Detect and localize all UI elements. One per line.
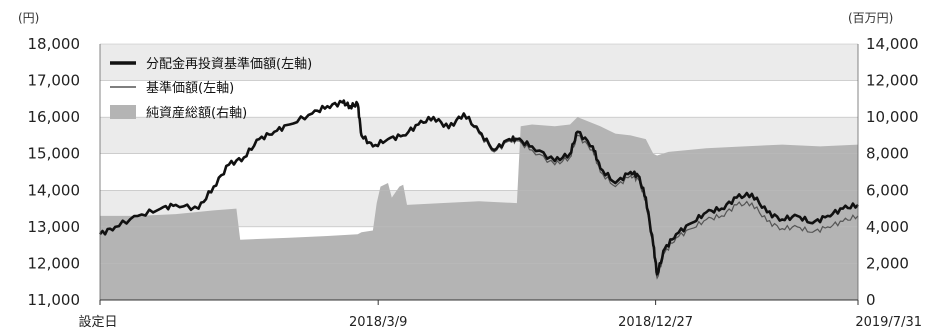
net-assets-area-path: [100, 117, 858, 300]
legend: 分配金再投資基準価額(左軸) 基準価額(左軸) 純資産総額(右軸): [110, 56, 312, 121]
left-tick-label: 12,000: [28, 254, 81, 272]
left-tick-label: 11,000: [28, 291, 81, 309]
band: [100, 44, 858, 81]
x-axis-tick-labels: 設定日 2018/3/9 2018/12/27 2019/7/31: [78, 314, 922, 330]
legend-label-reinvested: 分配金再投資基準価額(左軸): [146, 56, 312, 72]
right-tick-label: 12,000: [866, 72, 919, 90]
right-tick-label: 2,000: [866, 254, 909, 272]
left-tick-label: 14,000: [28, 181, 81, 199]
legend-label-net-assets: 純資産総額(右軸): [146, 105, 247, 121]
left-tick-label: 18,000: [28, 35, 81, 53]
x-tick-label: 2018/3/9: [349, 315, 407, 330]
left-axis-unit: (円): [18, 11, 39, 25]
plot-frame: [99, 44, 859, 305]
right-tick-label: 4,000: [866, 218, 909, 236]
legend-swatch-net-assets: [110, 105, 136, 119]
right-tick-label: 14,000: [866, 35, 919, 53]
left-axis-tick-labels: 11,000 12,000 13,000 14,000 15,000 16,000 17,0…: [28, 35, 81, 309]
left-tick-label: 15,000: [28, 145, 81, 163]
right-tick-label: 8,000: [866, 145, 909, 163]
right-tick-label: 6,000: [866, 181, 909, 199]
reinvested-nav-line: [98, 99, 859, 276]
right-axis-unit: (百万円): [848, 11, 893, 25]
left-tick-label: 16,000: [28, 108, 81, 126]
legend-label-nav: 基準価額(左軸): [146, 80, 234, 96]
x-tick-label: 2018/12/27: [618, 315, 693, 330]
series-lines: [98, 99, 859, 280]
left-tick-label: 17,000: [28, 72, 81, 90]
left-tick-label: 13,000: [28, 218, 81, 236]
net-assets-area: [100, 117, 858, 300]
right-tick-label: 0: [866, 291, 876, 309]
x-tick-label: 2019/7/31: [855, 315, 922, 330]
right-tick-label: 10,000: [866, 108, 919, 126]
x-tick-label: 設定日: [78, 314, 117, 330]
right-axis-tick-labels: 0 2,000 4,000 6,000 8,000 10,000 12,000 14,000: [866, 35, 919, 309]
